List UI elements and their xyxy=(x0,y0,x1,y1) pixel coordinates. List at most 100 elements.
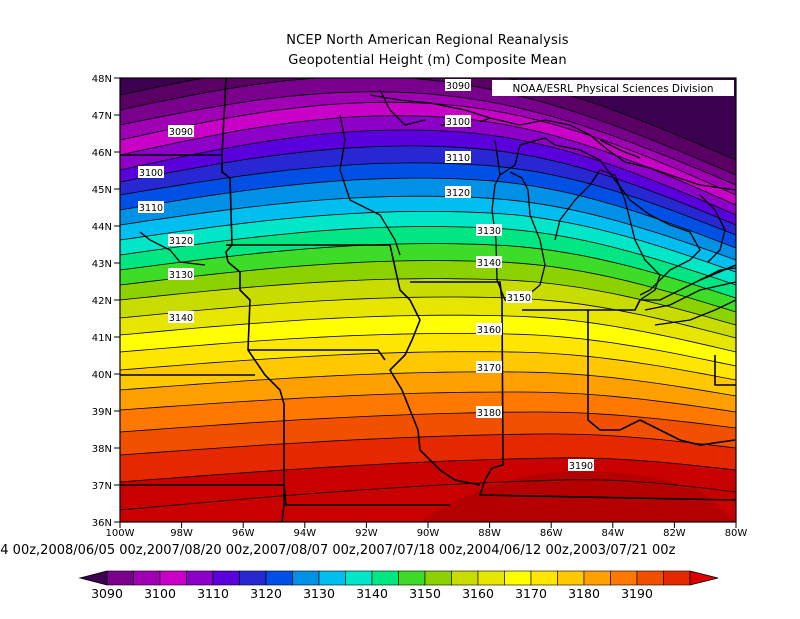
contour-line xyxy=(120,226,736,286)
colorbar-swatch xyxy=(371,570,399,586)
colorbar-swatch xyxy=(636,570,664,586)
contour-label-bg xyxy=(168,234,194,246)
contour-label: 3100 xyxy=(446,117,470,128)
contour-label-bg xyxy=(476,224,502,236)
contour-label-bg xyxy=(476,323,502,335)
contour-line xyxy=(120,78,736,176)
lon-label: 80W xyxy=(725,528,748,539)
contour-label: 3140 xyxy=(169,313,193,324)
contour-line xyxy=(120,296,736,339)
contour-label: 3190 xyxy=(569,461,593,472)
contour-label-bg xyxy=(445,151,471,163)
contour-label-bg xyxy=(506,291,532,303)
contour-line xyxy=(120,278,736,326)
contour-label: 3130 xyxy=(169,270,193,281)
contour-line xyxy=(120,411,736,433)
colorbar-swatch xyxy=(239,570,267,586)
lat-label: 48N xyxy=(92,74,112,85)
lat-label: 45N xyxy=(92,185,112,196)
contour-label-bg xyxy=(445,79,471,91)
contour-label-bg xyxy=(476,256,502,268)
contour-line xyxy=(120,333,736,367)
colorbar-swatch xyxy=(159,570,187,586)
colorbar-label: 3160 xyxy=(462,586,494,601)
composite-dates: 24 00z,2008/06/05 00z,2007/08/20 00z,200… xyxy=(0,543,676,558)
colorbar-arrow-low xyxy=(78,570,108,586)
contour-label: 3110 xyxy=(139,203,163,214)
colorbar-swatch xyxy=(451,570,479,586)
contour-line xyxy=(120,314,736,353)
colorbar-label: 3190 xyxy=(621,586,653,601)
contour-label: 3140 xyxy=(477,258,501,269)
lon-label: 92W xyxy=(355,528,378,539)
lon-label: 90W xyxy=(417,528,440,539)
colorbar-label: 3140 xyxy=(356,586,388,601)
colorbar-swatch xyxy=(133,570,161,586)
colorbar-label: 3100 xyxy=(144,586,176,601)
height-band xyxy=(120,78,736,160)
contour-line xyxy=(120,78,736,161)
contour-label: 3150 xyxy=(507,293,531,304)
colorbar-swatch xyxy=(186,570,214,586)
political-boundaries xyxy=(120,78,736,522)
lon-label: 82W xyxy=(663,528,686,539)
contour-line xyxy=(120,479,736,511)
contour-line xyxy=(120,371,736,397)
colorbar-label: 3170 xyxy=(515,586,547,601)
contour-label: 3180 xyxy=(477,408,501,419)
colorbar-arrow-high xyxy=(689,570,719,586)
colorbar-swatch xyxy=(663,570,691,586)
colorbar-swatch xyxy=(530,570,558,586)
contour-label: 3100 xyxy=(139,168,163,179)
lat-label: 44N xyxy=(92,222,112,233)
lat-label: 41N xyxy=(92,333,112,344)
contour-label-bg xyxy=(476,406,502,418)
lat-label: 39N xyxy=(92,407,112,418)
contour-label: 3090 xyxy=(169,127,193,138)
lon-label: 86W xyxy=(540,528,563,539)
colorbar-swatch xyxy=(106,570,134,586)
lat-label: 37N xyxy=(92,481,112,492)
contour-label-bg xyxy=(168,311,194,323)
contour-label-bg xyxy=(138,201,164,213)
colorbar-label: 3090 xyxy=(91,586,123,601)
contour-line xyxy=(120,91,736,186)
colorbar-label: 3110 xyxy=(197,586,229,601)
colorbar-swatch xyxy=(610,570,638,586)
contour-line xyxy=(120,177,736,249)
axes: 48N 47N 46N 45N 44N 43N 42N 41N 40N 39N 38N 37N 36N1… xyxy=(92,74,748,539)
lat-label: 46N xyxy=(92,148,112,159)
contour-label: 3130 xyxy=(477,226,501,237)
colorbar-label: 3120 xyxy=(250,586,282,601)
height-bands xyxy=(120,78,736,522)
state-borders xyxy=(120,78,736,522)
lon-label: 84W xyxy=(601,528,624,539)
contour-label-bg xyxy=(168,125,194,137)
contour-label-bg xyxy=(138,166,164,178)
contour-label-layer: 3090 3090 3100 3100 3110 3110 3120 3120 3130 3130… xyxy=(138,79,594,472)
contour-line xyxy=(120,457,736,483)
contour-label-bg xyxy=(445,186,471,198)
lon-label: 88W xyxy=(478,528,501,539)
contour-line xyxy=(120,433,736,456)
contour-label: 3110 xyxy=(446,153,470,164)
lat-label: 42N xyxy=(92,296,112,307)
colorbar-label: 3130 xyxy=(303,586,335,601)
lat-label: 43N xyxy=(92,259,112,270)
lon-label: 98W xyxy=(170,528,193,539)
colorbar-swatch xyxy=(265,570,293,586)
colorbar-swatch xyxy=(212,570,240,586)
contour-label-bg xyxy=(168,268,194,280)
contour-line xyxy=(120,391,736,413)
contour-line xyxy=(120,195,736,261)
lon-label: 96W xyxy=(232,528,255,539)
contour-label: 3090 xyxy=(446,81,470,92)
contour-label-bg xyxy=(476,361,502,373)
colorbar-swatch xyxy=(318,570,346,586)
colorbar-swatch xyxy=(504,570,532,586)
lon-label: 94W xyxy=(293,528,316,539)
colorbar: 3090 3100 3110 3120 3130 3140 3150 3160 3170 3180… xyxy=(78,570,719,601)
colorbar-swatch xyxy=(583,570,611,586)
colorbar-swatch xyxy=(398,570,426,586)
